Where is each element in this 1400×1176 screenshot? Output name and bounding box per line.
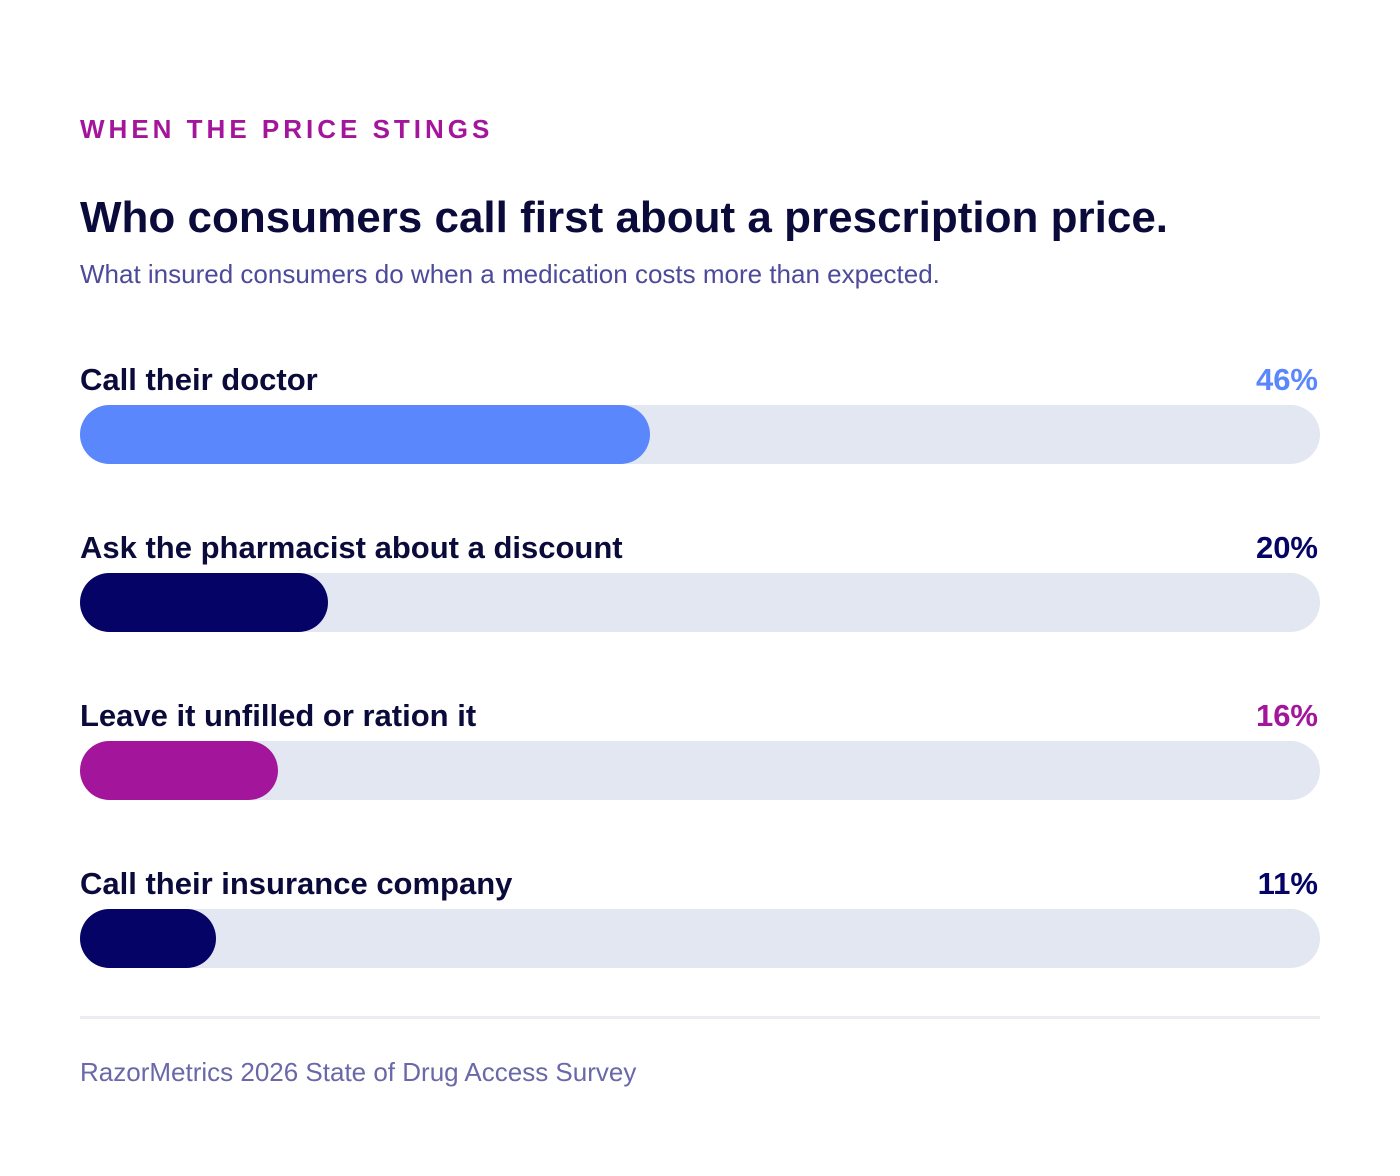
bar-label: Leave it unfilled or ration it xyxy=(80,698,477,733)
bar xyxy=(80,909,216,968)
bar-track xyxy=(80,909,1320,968)
footer-divider xyxy=(80,1016,1320,1019)
eyebrow-label: WHEN THE PRICE STINGS xyxy=(80,114,494,144)
bar xyxy=(80,573,328,632)
bar xyxy=(80,405,650,464)
bar-value-label: 20% xyxy=(1255,530,1318,565)
bar-track xyxy=(80,573,1320,632)
bar-value-label: 11% xyxy=(1257,866,1318,901)
bar-value-label: 16% xyxy=(1255,698,1318,733)
bar-row: Call their doctor 46% xyxy=(80,360,1320,470)
chart-title: Who consumers call first about a prescri… xyxy=(80,193,1169,242)
bar-row: Ask the pharmacist about a discount 20% xyxy=(80,528,1320,638)
bar-label: Call their doctor xyxy=(80,362,318,397)
bar-track xyxy=(80,405,1320,464)
bar-chart: Call their doctor 46% Ask the pharmacist a… xyxy=(80,360,1320,974)
bar-value-label: 46% xyxy=(1255,362,1318,397)
bar-row: Leave it unfilled or ration it 16% xyxy=(80,696,1320,806)
bar-track xyxy=(80,741,1320,800)
bar-row: Call their insurance company 11% xyxy=(80,864,1320,974)
chart-subtitle: What insured consumers do when a medicat… xyxy=(80,259,940,289)
bar-label: Call their insurance company xyxy=(80,866,513,901)
source-note: RazorMetrics 2026 State of Drug Access S… xyxy=(80,1057,637,1087)
bar-label: Ask the pharmacist about a discount xyxy=(80,530,623,565)
bar xyxy=(80,741,278,800)
